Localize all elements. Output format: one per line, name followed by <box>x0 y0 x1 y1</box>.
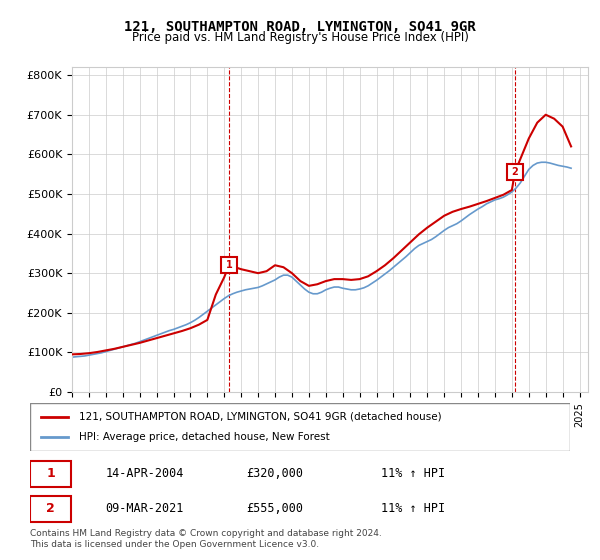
Text: 2: 2 <box>46 502 55 515</box>
Text: 2: 2 <box>512 167 518 177</box>
Text: Price paid vs. HM Land Registry's House Price Index (HPI): Price paid vs. HM Land Registry's House … <box>131 31 469 44</box>
Text: 1: 1 <box>226 260 232 270</box>
Text: £555,000: £555,000 <box>246 502 303 515</box>
Text: £320,000: £320,000 <box>246 468 303 480</box>
Text: 1: 1 <box>46 468 55 480</box>
FancyBboxPatch shape <box>30 496 71 521</box>
Text: 14-APR-2004: 14-APR-2004 <box>106 468 184 480</box>
Text: HPI: Average price, detached house, New Forest: HPI: Average price, detached house, New … <box>79 432 329 442</box>
Text: 121, SOUTHAMPTON ROAD, LYMINGTON, SO41 9GR: 121, SOUTHAMPTON ROAD, LYMINGTON, SO41 9… <box>124 20 476 34</box>
FancyBboxPatch shape <box>30 461 71 487</box>
Text: 121, SOUTHAMPTON ROAD, LYMINGTON, SO41 9GR (detached house): 121, SOUTHAMPTON ROAD, LYMINGTON, SO41 9… <box>79 412 441 422</box>
FancyBboxPatch shape <box>30 403 570 451</box>
Text: 11% ↑ HPI: 11% ↑ HPI <box>381 468 445 480</box>
Text: 11% ↑ HPI: 11% ↑ HPI <box>381 502 445 515</box>
Text: 09-MAR-2021: 09-MAR-2021 <box>106 502 184 515</box>
Text: Contains HM Land Registry data © Crown copyright and database right 2024.
This d: Contains HM Land Registry data © Crown c… <box>30 529 382 549</box>
